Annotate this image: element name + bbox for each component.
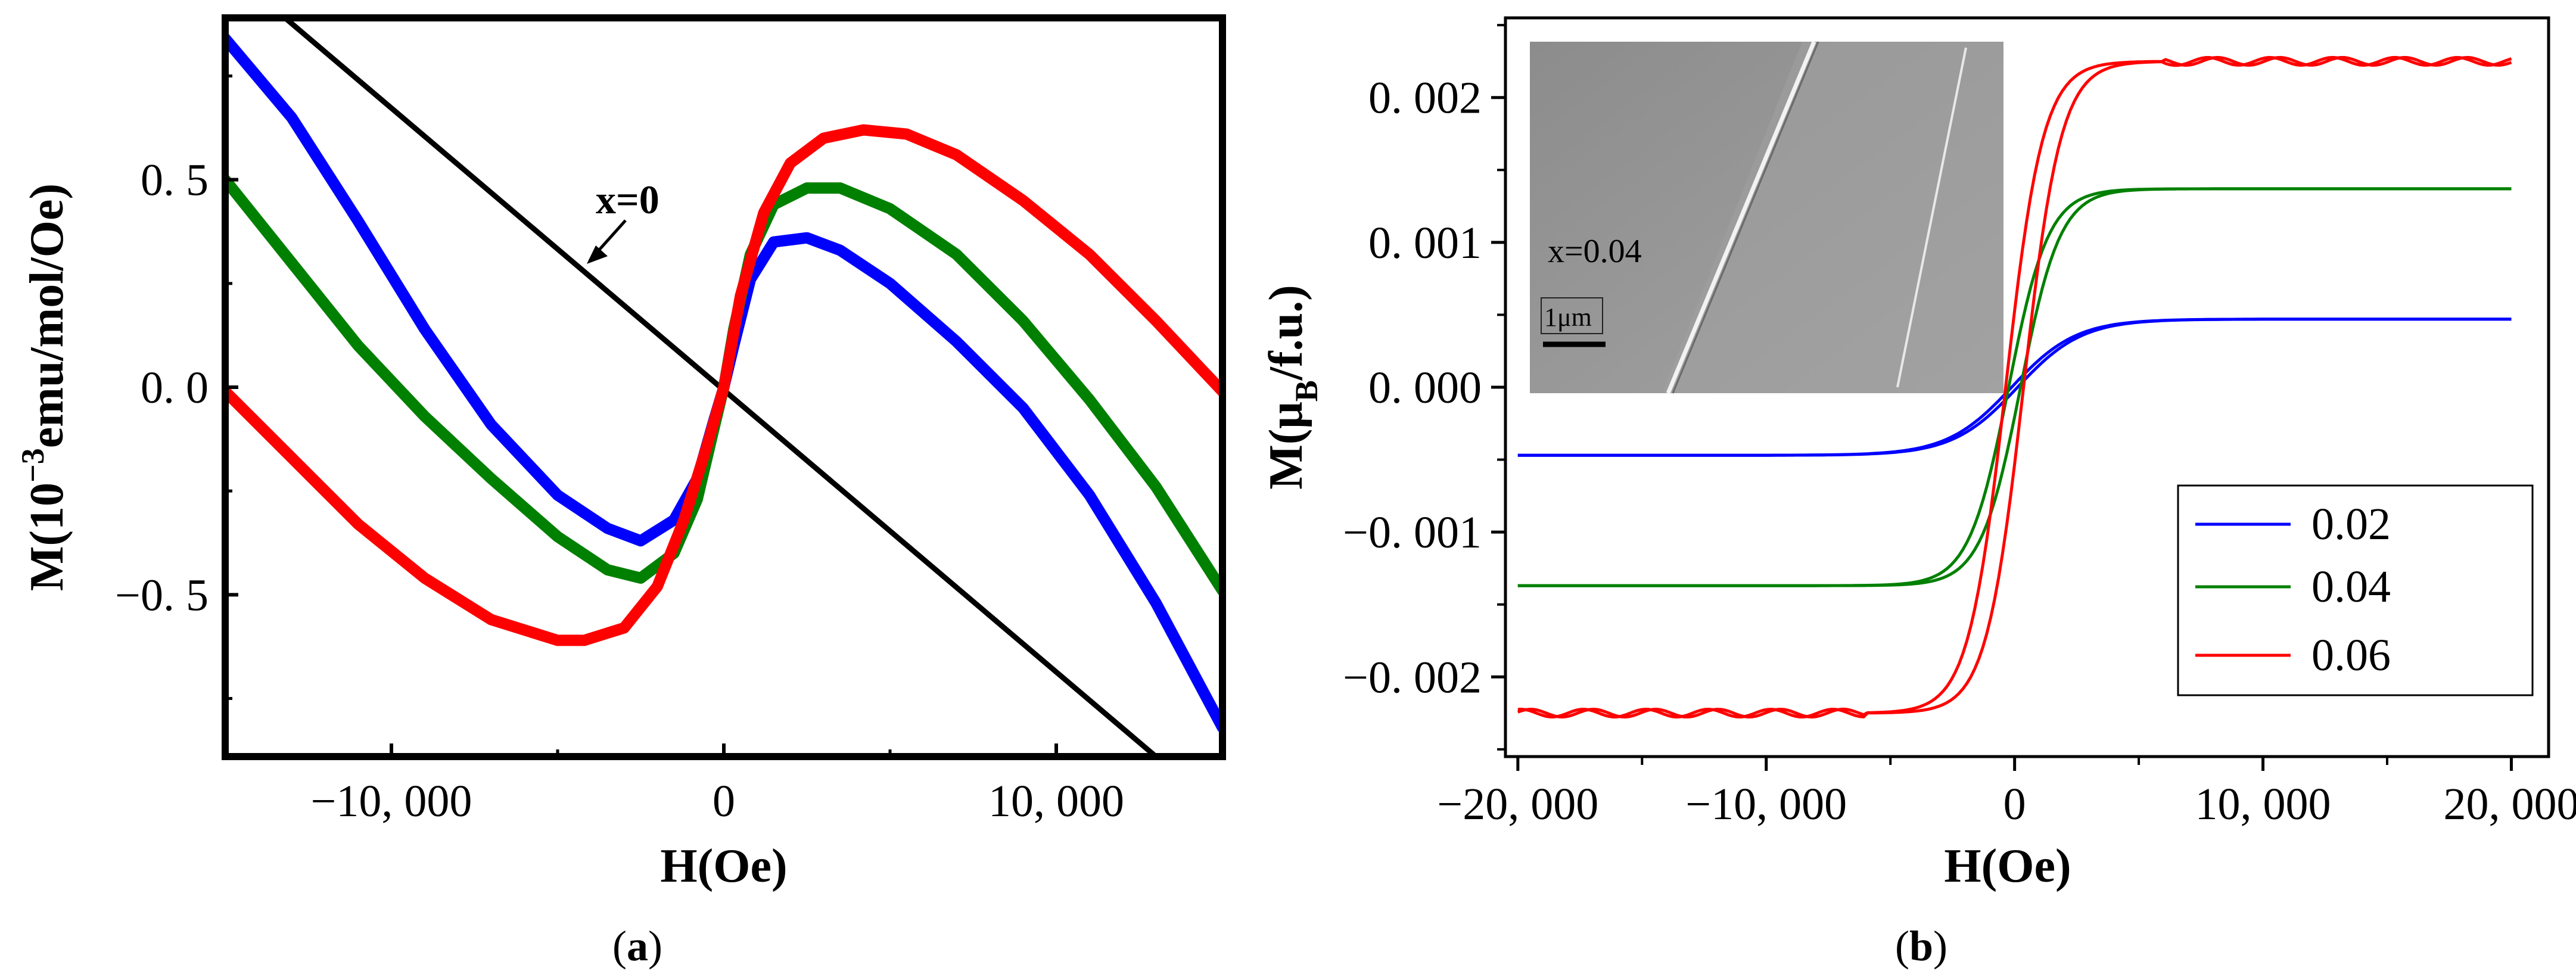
chart-a-x-axis-title: H(Oe) — [660, 840, 787, 892]
chart-b-y-tick-label-0: 0. 002 — [1368, 73, 1482, 123]
chart-b-y-tick-label-2: 0. 000 — [1368, 363, 1482, 413]
chart-b-inset-image: x=0.04 1μm — [1530, 42, 2003, 393]
chart-a-y-tick-label-0: 0. 5 — [141, 155, 209, 206]
chart-b-x-axis-title: H(Oe) — [1944, 840, 2071, 892]
chart-b-x-tick-label-2: 0 — [2003, 779, 2026, 829]
chart-b-x-tick-label-0: −20, 000 — [1437, 779, 1598, 829]
panel-label-a: (a) — [612, 922, 662, 970]
figure: −10, 000 0 10, 000 0. 5 0. 0 −0. 5 H(Oe) M(1… — [0, 0, 2576, 977]
chart-a-annotation-arrowhead — [587, 245, 608, 264]
chart-b-x-tick-label-1: −10, 000 — [1685, 779, 1847, 829]
chart-a-y-tick-label-2: −0. 5 — [115, 570, 209, 620]
chart-b-x-tick-label-3: 10, 000 — [2195, 779, 2331, 829]
chart-a-x-tick-label-1: 0 — [713, 776, 735, 826]
chart-b-y-axis-title: M(μB/f.u.) — [1260, 285, 1324, 490]
chart-a-series-group — [225, 18, 1222, 757]
chart-a-x-tick-label-2: 10, 000 — [988, 776, 1124, 826]
legend-label-0-04: 0.04 — [2311, 562, 2391, 612]
inset-scale-label: 1μm — [1544, 303, 1592, 332]
legend-label-0-02: 0.02 — [2311, 499, 2391, 549]
chart-a-x-tick-label-0: −10, 000 — [311, 776, 472, 826]
chart-b-y-tick-label-3: −0. 001 — [1343, 508, 1482, 558]
chart-b-y-tick-label-1: 0. 001 — [1368, 218, 1482, 268]
chart-b-x-axis: −20, 000 −10, 000 0 10, 000 20, 000 — [1437, 757, 2576, 829]
chart-b: x=0.04 1μm −20, 000 −10, 000 0 10, 000 20, 0… — [1260, 18, 2576, 970]
chart-a-y-axis: 0. 5 0. 0 −0. 5 — [115, 76, 238, 699]
chart-b-y-tick-label-4: −0. 002 — [1343, 652, 1482, 702]
chart-a-y-axis-title: M(10−3emu/mol/Oe) — [15, 183, 73, 591]
inset-label: x=0.04 — [1548, 233, 1642, 270]
chart-a-y-tick-label-1: 0. 0 — [141, 363, 209, 413]
panel-label-b: (b) — [1895, 922, 1947, 970]
chart-a-annotation: x=0 — [596, 177, 659, 222]
chart-b-x-tick-label-4: 20, 000 — [2443, 779, 2576, 829]
chart-a: −10, 000 0 10, 000 0. 5 0. 0 −0. 5 H(Oe) M(1… — [15, 18, 1222, 970]
legend-label-0-06: 0.06 — [2311, 630, 2391, 680]
chart-b-y-axis: 0. 002 0. 001 0. 000 −0. 001 −0. 002 — [1343, 25, 1505, 749]
chart-b-legend: 0.02 0.04 0.06 — [2178, 486, 2533, 695]
